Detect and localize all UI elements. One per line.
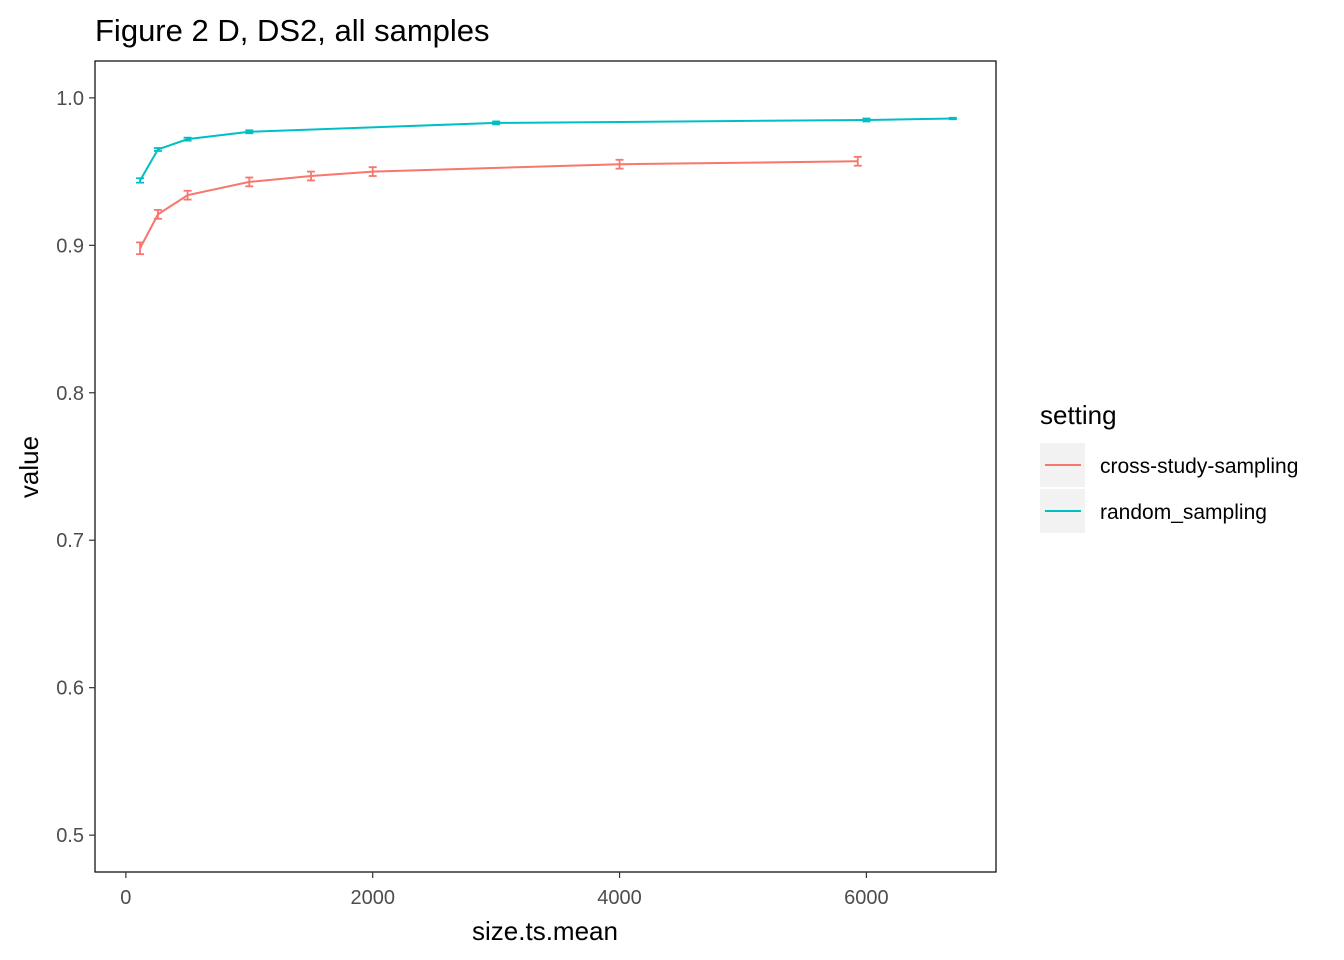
y-tick-label: 0.9 [56,235,84,257]
error-bar [948,116,957,121]
error-bar [245,176,254,188]
error-bar [853,155,862,167]
x-tick-label: 2000 [350,887,395,909]
legend-item: random_sampling [1040,489,1267,533]
error-bar [492,120,501,126]
error-bar [615,158,624,170]
legend-item: cross-study-sampling [1040,443,1298,487]
y-tick-label: 0.7 [56,530,84,552]
x-axis-label: size.ts.mean [472,916,618,946]
y-axis: 0.5 0.6 0.7 0.8 0.9 1.0 [56,88,95,847]
y-tick-label: 0.5 [56,825,84,847]
legend: cross-study-sampling random_sampling [1040,443,1298,533]
error-bar [183,136,192,142]
y-axis-label: value [14,436,44,498]
plot-panel [94,60,997,873]
y-tick-label: 1.0 [56,88,84,110]
series-cross-study-sampling [136,155,862,256]
series-layer [136,116,957,256]
x-tick-label: 4000 [597,887,642,909]
legend-label: random_sampling [1100,501,1267,524]
error-bar [245,129,254,135]
error-bar [153,209,162,220]
error-bar [862,117,871,123]
x-axis: 0 2000 4000 6000 [120,872,889,909]
error-bar [136,177,145,184]
legend-label: cross-study-sampling [1100,455,1298,478]
error-bar [183,189,192,201]
x-tick-label: 6000 [844,887,889,909]
y-tick-label: 0.6 [56,678,84,700]
error-bar [136,241,145,256]
series-line [139,160,858,249]
chart-title: Figure 2 D, DS2, all samples [95,13,490,48]
error-bar [306,170,315,182]
series-random_sampling [136,116,957,184]
legend-title: setting [1040,400,1117,430]
error-bar [368,166,377,177]
x-tick-label: 0 [120,887,131,909]
error-bar [153,147,162,152]
y-tick-label: 0.8 [56,383,84,405]
